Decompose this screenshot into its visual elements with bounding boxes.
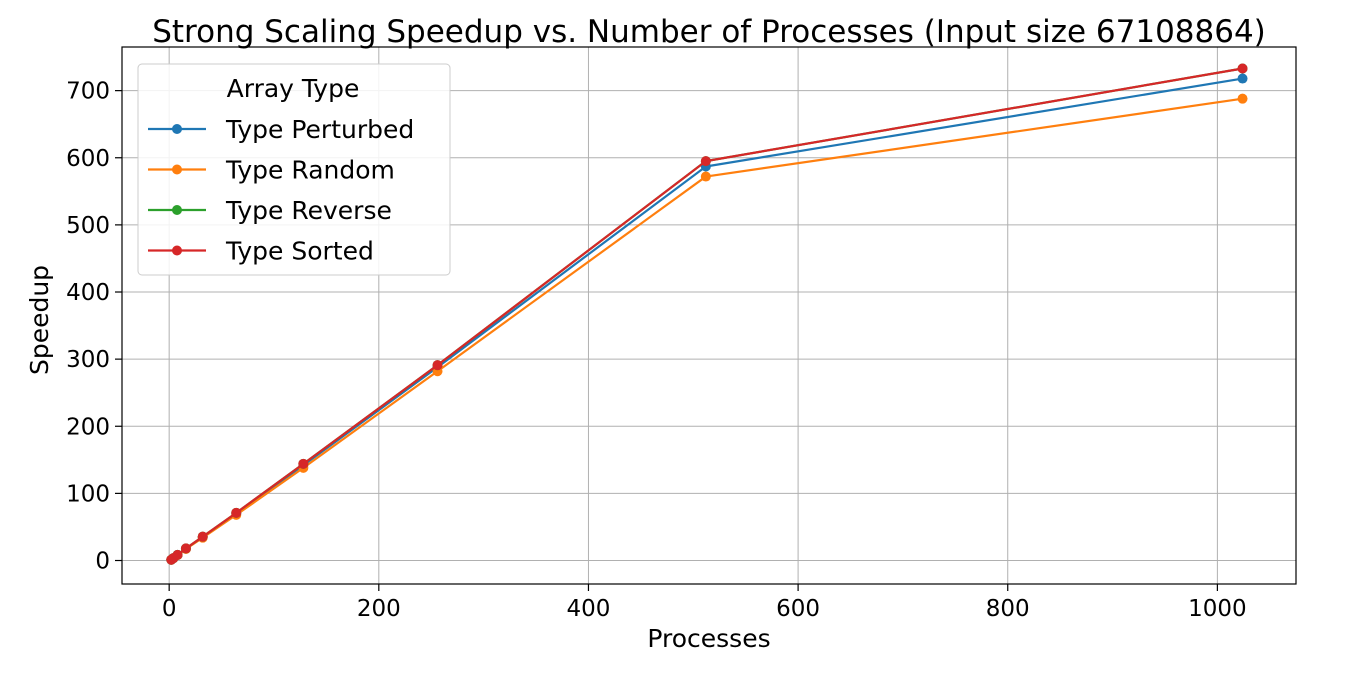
data-point [298,458,309,469]
y-axis-label: Speedup [25,265,54,375]
y-tick-label: 500 [66,213,110,239]
series-type-sorted [166,63,1248,565]
legend-marker [172,205,182,215]
x-tick-label: 800 [986,596,1030,622]
legend-marker [172,245,182,256]
y-tick-label: 700 [66,79,110,105]
chart-title: Strong Scaling Speedup vs. Number of Pro… [152,14,1266,50]
data-point [432,360,443,371]
legend-marker [172,124,182,134]
y-tick-label: 200 [66,414,110,440]
x-tick-label: 1000 [1188,596,1247,622]
y-tick-label: 300 [66,347,110,373]
legend-label: Type Sorted [225,237,374,266]
legend-entries: Type Perturbed Type Random Type Reverse Typ… [148,115,414,266]
legend-entry: Type Reverse [148,196,392,225]
y-tick-label: 100 [66,481,110,507]
data-point [231,507,242,518]
axis-ticks: 0 200 400 600 800 1000 0 100 200 300 400 500 600 700 [66,79,1247,622]
plot-frame [121,46,1297,585]
data-point [172,549,183,560]
data-point [180,543,191,554]
data-point [700,171,711,182]
y-tick-label: 400 [66,280,110,306]
legend-label: Type Perturbed [225,115,414,144]
legend-entry: Type Random [148,156,395,185]
legend-marker [172,164,182,175]
x-tick-label: 400 [567,596,611,622]
legend-box [137,63,451,276]
x-axis-label: Processes [647,624,770,653]
data-point [700,156,711,167]
legend-label: Type Reverse [225,196,392,225]
y-tick-label: 600 [66,146,110,172]
legend-entry: Type Sorted [148,237,374,266]
legend-label: Type Random [225,156,395,185]
x-tick-label: 600 [776,596,820,622]
data-point [1237,93,1248,104]
y-tick-label: 0 [95,549,110,575]
legend-entry: Type Perturbed [148,115,414,144]
series-lines [166,63,1248,565]
x-tick-label: 0 [162,596,177,622]
x-tick-label: 200 [357,596,401,622]
data-point [1237,63,1248,74]
data-point [197,531,208,542]
data-point [1237,73,1248,84]
legend-title: Array Type [227,74,360,103]
